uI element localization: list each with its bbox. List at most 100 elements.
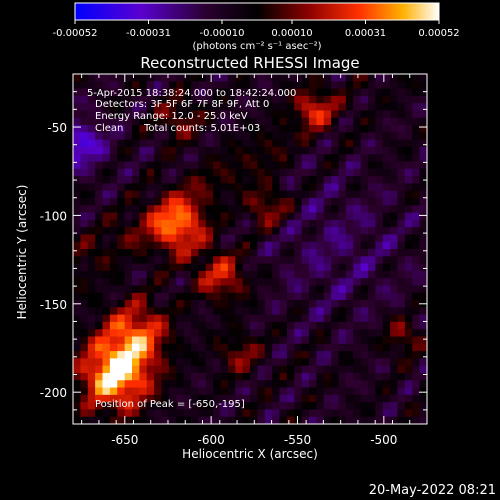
heatmap-cell	[353, 402, 362, 411]
heatmap-cell	[191, 249, 199, 257]
heatmap-cell	[331, 358, 340, 367]
heatmap-cell	[117, 74, 126, 82]
heatmap-cell	[139, 139, 148, 148]
heatmap-cell	[345, 270, 354, 279]
heatmap-cell	[360, 409, 369, 418]
heatmap-cell	[183, 263, 192, 272]
heatmap-cell	[117, 234, 126, 243]
heatmap-cell	[286, 270, 295, 279]
heatmap-cell	[397, 241, 406, 250]
heatmap-cell	[154, 358, 163, 367]
heatmap-cell	[102, 74, 111, 82]
heatmap-cell	[309, 197, 317, 206]
heatmap-cell	[368, 219, 376, 228]
heatmap-cell	[286, 256, 295, 265]
heatmap-cell	[309, 241, 317, 250]
heatmap-cell	[419, 358, 427, 367]
heatmap-cell	[176, 416, 185, 424]
heatmap-cell	[382, 212, 391, 221]
heatmap-cell	[390, 365, 399, 374]
heatmap-cell	[412, 372, 421, 381]
heatmap-cell	[338, 205, 347, 214]
heatmap-cell	[419, 336, 427, 345]
heatmap-cell	[161, 103, 170, 112]
heatmap-cell	[154, 394, 163, 403]
x-tick-label: -500	[370, 433, 397, 447]
heatmap-cell	[87, 125, 96, 133]
heatmap-cell	[176, 139, 185, 148]
heatmap-cell	[176, 336, 185, 345]
heatmap-cell	[242, 249, 251, 257]
heatmap-cell	[168, 278, 177, 287]
heatmap-cell	[109, 263, 118, 272]
heatmap-cell	[250, 256, 258, 265]
heatmap-cell	[124, 270, 133, 279]
heatmap-cell	[353, 343, 362, 352]
heatmap-cell	[176, 227, 185, 236]
heatmap-cell	[132, 409, 140, 418]
heatmap-cell	[80, 300, 89, 308]
heatmap-cell	[323, 387, 332, 396]
heatmap-cell	[345, 103, 354, 112]
heatmap-cell	[146, 372, 155, 381]
heatmap-cell	[161, 321, 170, 330]
heatmap-cell	[213, 329, 222, 338]
heatmap-cell	[404, 176, 413, 184]
heatmap-cell	[382, 125, 391, 133]
heatmap-cell	[286, 343, 295, 352]
heatmap-cell	[294, 336, 303, 345]
heatmap-cell	[117, 125, 126, 133]
heatmap-cell	[316, 88, 325, 97]
heatmap-cell	[220, 387, 229, 396]
heatmap-cell	[264, 263, 273, 272]
heatmap-cell	[412, 300, 421, 308]
heatmap-cell	[382, 110, 391, 119]
heatmap-cell	[80, 256, 89, 265]
heatmap-cell	[257, 227, 266, 236]
heatmap-cell	[331, 88, 340, 97]
heatmap-cell	[368, 409, 376, 418]
heatmap-cell	[191, 416, 199, 424]
heatmap-cell	[279, 300, 288, 308]
heatmap-cell	[323, 197, 332, 206]
heatmap-cell	[397, 402, 406, 411]
heatmap-cell	[191, 227, 199, 236]
heatmap-cell	[205, 234, 214, 243]
heatmap-cell	[117, 321, 126, 330]
heatmap-cell	[345, 358, 354, 367]
heatmap-cell	[146, 270, 155, 279]
heatmap-cell	[102, 227, 111, 236]
heatmap-cell	[213, 394, 222, 403]
heatmap-cell	[250, 321, 258, 330]
heatmap-cell	[368, 343, 376, 352]
heatmap-cell	[404, 380, 413, 389]
heatmap-cell	[109, 307, 118, 316]
heatmap-cell	[154, 336, 163, 345]
heatmap-cell	[323, 351, 332, 359]
heatmap-cell	[286, 263, 295, 272]
heatmap-cell	[227, 416, 236, 424]
heatmap-cell	[412, 351, 421, 359]
heatmap-cell	[73, 139, 81, 148]
heatmap-cell	[95, 241, 104, 250]
heatmap-cell	[198, 241, 207, 250]
heatmap-cell	[132, 219, 140, 228]
heatmap-cell	[301, 227, 310, 236]
colorbar-tick-label: -0.00010	[200, 28, 245, 39]
heatmap-cell	[176, 146, 185, 155]
heatmap-cell	[286, 387, 295, 396]
heatmap-cell	[117, 343, 126, 352]
heatmap-cell	[161, 256, 170, 265]
heatmap-cell	[191, 154, 199, 163]
heatmap-cell	[301, 300, 310, 308]
heatmap-cell	[250, 110, 258, 119]
heatmap-cell	[264, 285, 273, 294]
heatmap-cell	[419, 88, 427, 97]
heatmap-cell	[87, 387, 96, 396]
heatmap-cell	[264, 307, 273, 316]
heatmap-cell	[404, 103, 413, 112]
heatmap-cell	[117, 263, 126, 272]
heatmap-cell	[331, 117, 340, 126]
heatmap-cell	[412, 256, 421, 265]
heatmap-cell	[146, 205, 155, 214]
